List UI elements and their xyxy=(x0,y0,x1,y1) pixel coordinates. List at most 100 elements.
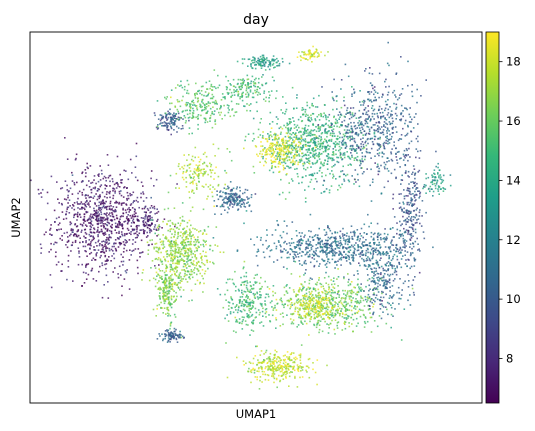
point xyxy=(297,175,299,178)
point xyxy=(158,287,160,290)
point xyxy=(349,131,351,134)
point xyxy=(283,158,286,160)
point xyxy=(344,300,346,302)
point xyxy=(261,145,264,147)
point xyxy=(378,148,381,150)
point xyxy=(344,294,347,296)
point xyxy=(389,227,392,230)
point xyxy=(311,138,314,140)
point xyxy=(171,285,174,288)
point xyxy=(259,121,261,124)
point xyxy=(318,265,320,267)
point xyxy=(292,139,294,141)
point xyxy=(337,276,340,278)
point xyxy=(259,150,262,153)
point xyxy=(402,203,405,205)
point xyxy=(296,299,298,302)
point xyxy=(159,298,161,300)
point xyxy=(361,100,364,103)
point xyxy=(339,230,342,233)
point xyxy=(392,257,394,260)
point xyxy=(353,233,356,236)
point xyxy=(186,221,189,224)
point xyxy=(349,158,352,160)
point xyxy=(176,334,179,337)
point xyxy=(334,141,337,143)
point xyxy=(189,247,191,249)
point xyxy=(289,132,291,135)
point xyxy=(173,336,176,339)
point xyxy=(325,250,327,252)
point xyxy=(349,290,351,292)
point xyxy=(336,324,338,327)
point xyxy=(302,300,304,302)
point xyxy=(142,220,144,223)
point xyxy=(66,241,69,243)
point xyxy=(118,222,121,225)
point xyxy=(345,303,348,306)
point xyxy=(299,275,301,278)
point xyxy=(169,314,172,317)
point xyxy=(134,237,137,239)
point xyxy=(350,244,353,247)
point xyxy=(380,238,382,241)
point xyxy=(333,306,336,308)
point xyxy=(378,122,381,124)
point xyxy=(304,234,306,237)
point xyxy=(186,261,188,263)
point xyxy=(363,314,365,317)
point xyxy=(328,324,330,326)
point xyxy=(296,244,298,246)
point xyxy=(107,259,109,262)
point xyxy=(327,283,330,286)
point xyxy=(123,221,125,223)
point xyxy=(390,138,392,140)
point xyxy=(321,313,324,315)
point xyxy=(354,305,356,308)
point xyxy=(356,127,359,129)
point xyxy=(339,314,341,317)
point xyxy=(120,274,122,276)
point xyxy=(299,130,302,133)
point xyxy=(392,197,394,200)
point xyxy=(149,207,152,209)
point xyxy=(104,218,107,220)
point xyxy=(373,86,376,88)
point xyxy=(308,307,310,309)
point xyxy=(358,109,361,112)
point xyxy=(343,276,345,278)
point xyxy=(292,132,294,134)
point xyxy=(100,218,102,220)
point xyxy=(367,304,369,307)
point xyxy=(378,315,381,317)
point xyxy=(421,215,423,217)
point xyxy=(369,184,371,187)
point xyxy=(312,287,315,289)
point xyxy=(263,164,265,167)
point xyxy=(398,138,401,140)
point xyxy=(347,243,349,246)
point xyxy=(70,244,73,247)
point xyxy=(393,253,396,256)
point xyxy=(123,243,125,246)
point xyxy=(278,170,281,173)
point xyxy=(61,187,64,189)
point xyxy=(378,167,380,170)
point xyxy=(331,132,334,135)
point xyxy=(302,138,304,141)
point xyxy=(121,227,124,229)
point xyxy=(271,155,273,157)
point xyxy=(266,148,269,150)
point xyxy=(314,307,317,309)
point xyxy=(176,283,178,286)
point xyxy=(274,229,277,231)
point xyxy=(114,190,116,192)
point xyxy=(277,134,279,137)
point xyxy=(170,240,173,242)
point xyxy=(302,146,305,148)
point xyxy=(400,224,402,227)
point xyxy=(290,242,293,244)
point xyxy=(82,218,85,221)
point xyxy=(171,283,174,285)
point xyxy=(369,299,372,301)
